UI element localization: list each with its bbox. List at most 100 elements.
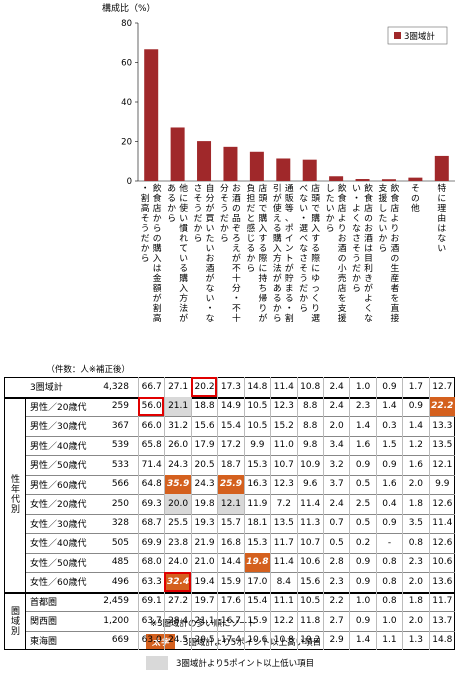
table-cell: 12.3: [270, 474, 296, 494]
category-label-char: 慣: [179, 222, 188, 234]
table-cell: 63.0: [138, 630, 164, 650]
table-cell: 8.8: [296, 416, 323, 436]
category-label-char: 十: [232, 272, 241, 284]
category-label-char: 売: [338, 272, 347, 284]
category-label-char: 不: [232, 263, 241, 274]
category-label-char: て: [179, 244, 188, 254]
category-label-char: う: [352, 253, 361, 264]
table-cell: 0.9: [349, 455, 375, 475]
category-label-char: ポ: [285, 223, 294, 234]
low-legend-text: 3圏域計より5ポイント以上低い項目: [176, 659, 315, 669]
table-cell: 10.8: [296, 377, 323, 397]
category-label-char: お: [338, 233, 347, 244]
table-cell: 2.9: [322, 630, 349, 650]
category-label-char: 法: [273, 262, 282, 274]
category-label-char: す: [258, 233, 267, 244]
category-label-char: 店: [338, 282, 347, 294]
category-label-char: 負: [246, 182, 255, 194]
category-label-char: な: [437, 233, 446, 244]
category-label-char: だ: [194, 213, 203, 224]
category-label-char: な: [206, 283, 215, 294]
table-cell: 17.9: [190, 435, 217, 455]
table-cell: 13.5: [428, 435, 455, 455]
bars: [144, 49, 449, 181]
table-cell: 1.0: [375, 611, 402, 631]
table-cell: 20.2: [190, 377, 218, 397]
legend: 3圏域計: [387, 26, 448, 45]
bar: [408, 177, 423, 181]
table-cell: 12.1: [217, 494, 244, 514]
category-label-char: 割: [285, 312, 294, 324]
category-label-char: 頭: [311, 193, 320, 204]
table-cell: 0.9: [375, 377, 402, 397]
category-label-char: す: [311, 233, 320, 244]
category-label-char: 小: [338, 263, 347, 274]
row-count: 1,200: [103, 615, 129, 626]
category-label-char: そ: [411, 183, 420, 194]
table-cell: 10.6: [428, 552, 455, 572]
table-cell: 9.9: [428, 474, 455, 494]
category-label-char: だ: [299, 283, 308, 294]
category-label-char: ら: [167, 213, 176, 224]
table-cell: 1.1: [375, 630, 402, 650]
category-label-char: 際: [311, 252, 320, 264]
group-label: 圏域別: [4, 591, 26, 650]
table-cell: 25.5: [164, 513, 190, 533]
table-cell: 31.2: [164, 416, 190, 436]
table-cell: 14.4: [217, 552, 243, 572]
table-cell: 69.3: [138, 494, 164, 514]
category-label-char: り: [258, 303, 267, 314]
category-label-char: 購: [258, 212, 267, 224]
table-cell: 19.7: [190, 591, 217, 611]
category-label-char: 飲: [338, 182, 347, 194]
bar: [355, 179, 370, 181]
category-label-char: る: [167, 193, 176, 204]
category-label-char: 支: [338, 302, 347, 314]
notes: ※3圏域計の多い順にソート: [150, 617, 256, 629]
table-cell: 15.9: [217, 572, 243, 592]
table-cell: 21.1: [164, 396, 191, 416]
category-label-char: ・: [299, 214, 308, 224]
table-cell: 15.3: [243, 455, 270, 475]
category-label-char: 店: [338, 202, 347, 214]
table-cell: 3.7: [322, 474, 349, 494]
table-cell: 32.4: [164, 572, 191, 592]
bar: [170, 127, 185, 181]
category-label-char: く: [352, 214, 361, 224]
high-legend-text: 3圏域計より5ポイント以上高い項目: [183, 638, 322, 648]
category-label-char: 食: [391, 192, 400, 204]
table-cell: 14.9: [217, 396, 243, 416]
category-label-char: ぞ: [232, 223, 241, 234]
category-label-char: よ: [352, 203, 361, 214]
table-cell: 11.0: [270, 435, 296, 455]
category-label-char: そ: [141, 213, 150, 224]
category-label-char: が: [273, 192, 282, 204]
table-cell: 12.6: [428, 494, 455, 514]
category-label-char: 品: [232, 213, 241, 224]
category-label-char: か: [167, 203, 176, 214]
table-cell: 9.9: [243, 435, 270, 455]
category-label-char: あ: [273, 283, 282, 294]
category-label-char: 酒: [338, 243, 347, 254]
category-label-char: が: [206, 272, 215, 284]
table-cell: 2.8: [322, 552, 349, 572]
table-cell: 16.7: [217, 611, 243, 631]
category-label-char: 使: [273, 202, 282, 214]
category-label-char: そ: [220, 193, 229, 204]
category-label-char: が: [364, 282, 373, 294]
table-cell: 15.4: [243, 591, 270, 611]
table-cell: 65.8: [138, 435, 164, 455]
category-label-char: 選: [311, 313, 320, 324]
row-separator: [26, 533, 455, 534]
table-cell: 11.3: [296, 513, 323, 533]
table-cell: 1.3: [402, 630, 428, 650]
category-label-char: さ: [299, 253, 308, 264]
table-cell: 2.3: [322, 572, 349, 592]
category-label-char: か: [194, 223, 203, 234]
table-cell: 10.5: [243, 416, 270, 436]
category-label-char: る: [258, 243, 267, 254]
y-axis: 0 20 40 60 80: [121, 19, 455, 187]
category-label-char: 酒: [364, 233, 373, 244]
bar: [302, 159, 317, 181]
